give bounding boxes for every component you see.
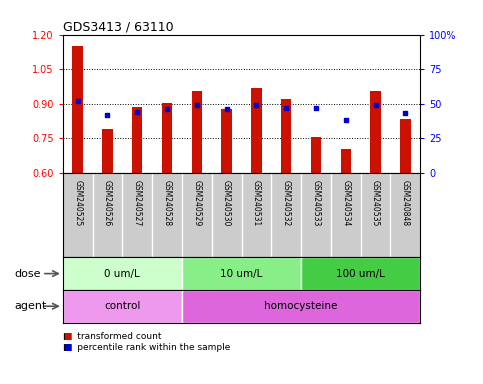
Text: GSM240535: GSM240535: [371, 180, 380, 226]
Bar: [192, 91, 202, 173]
Bar: [182, 290, 420, 323]
Bar: [301, 257, 420, 290]
Bar: [251, 88, 262, 173]
Text: GSM240525: GSM240525: [73, 180, 82, 226]
Point: [282, 105, 290, 111]
Point: [104, 112, 112, 118]
Point: [223, 106, 230, 112]
Text: GSM240528: GSM240528: [163, 180, 171, 226]
Text: GSM240530: GSM240530: [222, 180, 231, 226]
Point: [193, 102, 201, 108]
Text: homocysteine: homocysteine: [264, 301, 338, 311]
Bar: [370, 91, 381, 173]
Bar: [63, 290, 182, 323]
Text: GSM240534: GSM240534: [341, 180, 350, 226]
Point: [401, 110, 409, 116]
Bar: [281, 99, 291, 173]
Point: [372, 102, 380, 108]
Text: ■: ■: [63, 343, 71, 352]
Text: ■  transformed count: ■ transformed count: [63, 331, 161, 341]
Text: GDS3413 / 63110: GDS3413 / 63110: [63, 20, 173, 33]
Point: [74, 98, 82, 104]
Bar: [132, 107, 142, 173]
Text: control: control: [104, 301, 141, 311]
Text: agent: agent: [14, 301, 47, 311]
Text: GSM240848: GSM240848: [401, 180, 410, 226]
Text: GSM240526: GSM240526: [103, 180, 112, 226]
Text: 10 um/L: 10 um/L: [220, 268, 263, 279]
Point: [253, 102, 260, 108]
Text: 0 um/L: 0 um/L: [104, 268, 140, 279]
Point: [342, 117, 350, 123]
Text: 100 um/L: 100 um/L: [336, 268, 385, 279]
Text: ■: ■: [63, 331, 71, 341]
Bar: [63, 257, 182, 290]
Bar: [221, 109, 232, 173]
Bar: [311, 137, 321, 173]
Point: [133, 109, 141, 115]
Point: [312, 105, 320, 111]
Bar: [400, 119, 411, 173]
Bar: [162, 103, 172, 173]
Text: GSM240532: GSM240532: [282, 180, 291, 226]
Text: GSM240527: GSM240527: [133, 180, 142, 226]
Bar: [341, 149, 351, 173]
Point: [163, 106, 171, 112]
Bar: [182, 257, 301, 290]
Text: ■  percentile rank within the sample: ■ percentile rank within the sample: [63, 343, 230, 352]
Bar: [102, 129, 113, 173]
Text: GSM240531: GSM240531: [252, 180, 261, 226]
Bar: [72, 46, 83, 173]
Text: GSM240533: GSM240533: [312, 180, 320, 226]
Text: GSM240529: GSM240529: [192, 180, 201, 226]
Text: dose: dose: [14, 268, 41, 279]
